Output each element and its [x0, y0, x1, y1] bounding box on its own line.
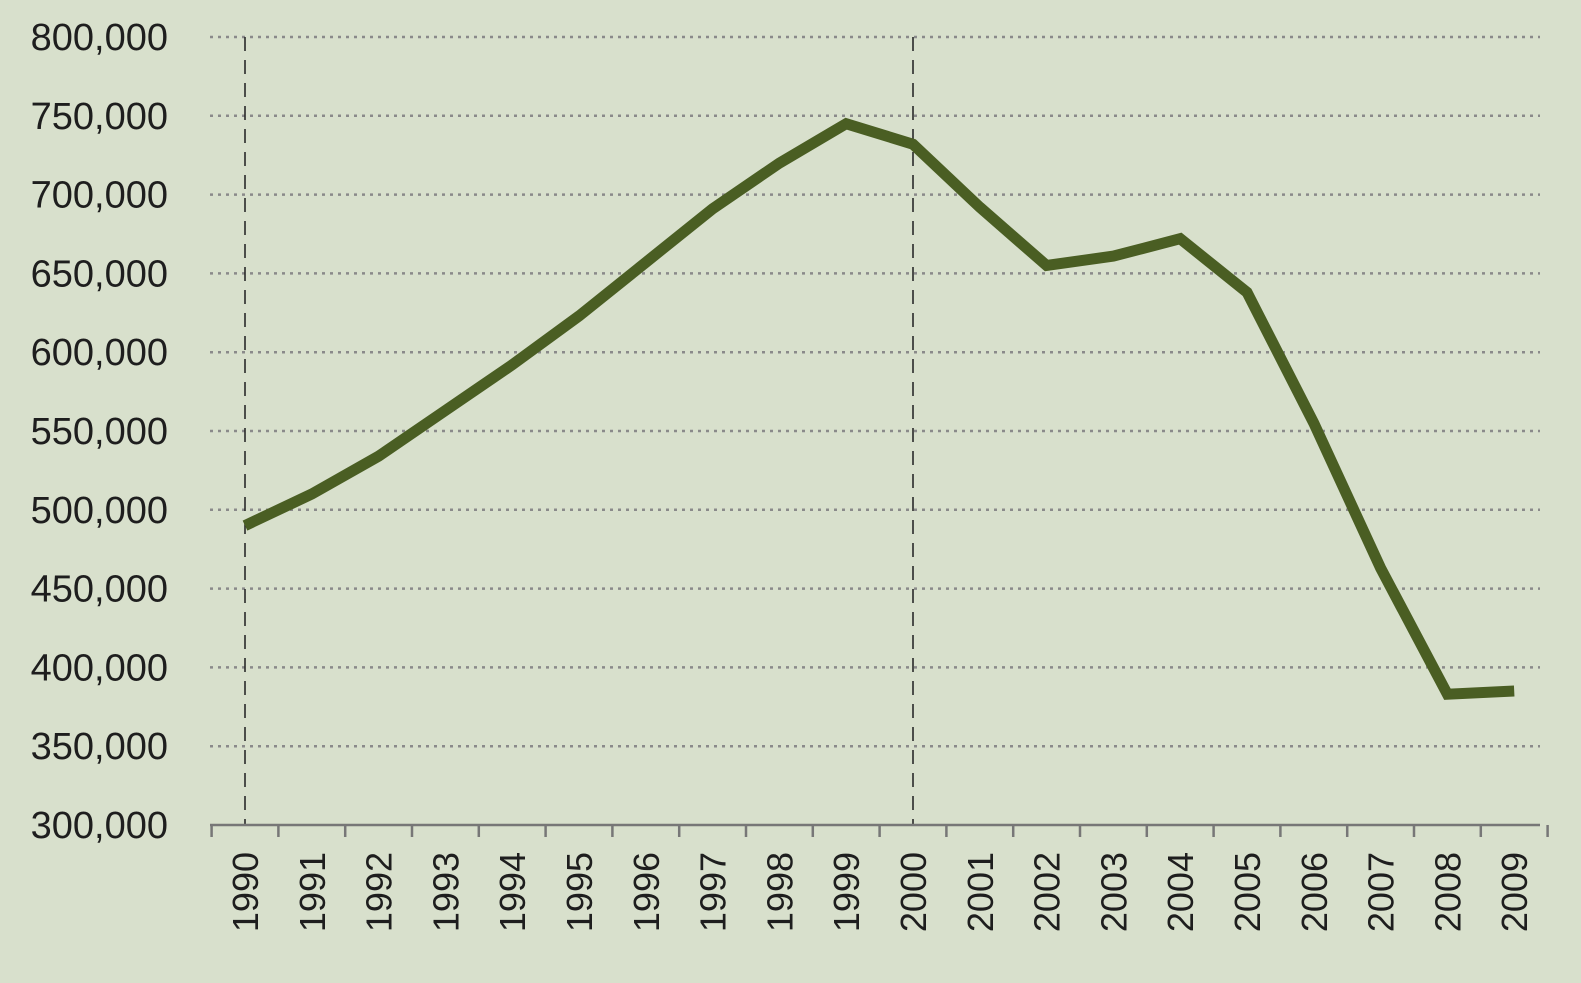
- y-tick-label-6: 600,000: [31, 332, 168, 374]
- x-tick-label-2001: 2001: [960, 852, 1001, 932]
- reference-lines: [244, 37, 914, 825]
- x-tick-label-1993: 1993: [425, 852, 466, 932]
- y-tick-label-10: 800,000: [31, 17, 168, 59]
- x-tick-label-2000: 2000: [893, 852, 934, 932]
- x-tick-label-2002: 2002: [1027, 852, 1068, 932]
- x-axis-tick-labels: 1990 1991 1992 1993 1994 1995 1996 1997 1998 1999…: [225, 852, 1535, 932]
- series-line-0: [242, 117, 1515, 700]
- x-tick-label-1996: 1996: [626, 852, 667, 932]
- x-tick-label-1997: 1997: [693, 852, 734, 932]
- x-tick-label-1995: 1995: [559, 852, 600, 932]
- x-tick-label-1999: 1999: [826, 852, 867, 932]
- gridlines: [210, 35, 1540, 748]
- x-tick-label-2003: 2003: [1093, 852, 1134, 932]
- x-tick-label-2008: 2008: [1427, 852, 1468, 932]
- x-tick-label-1998: 1998: [759, 852, 800, 932]
- x-tick-label-1992: 1992: [359, 852, 400, 932]
- y-tick-label-3: 450,000: [31, 569, 168, 611]
- x-axis: [210, 823, 1549, 837]
- x-tick-label-2005: 2005: [1227, 852, 1268, 932]
- x-tick-label-2006: 2006: [1294, 852, 1335, 932]
- y-tick-label-1: 350,000: [31, 726, 168, 768]
- y-tick-label-0: 300,000: [31, 805, 168, 847]
- y-tick-label-4: 500,000: [31, 490, 168, 532]
- series: [242, 117, 1515, 700]
- x-tick-label-2009: 2009: [1494, 852, 1535, 932]
- x-tick-label-2004: 2004: [1160, 852, 1201, 932]
- x-tick-label-1990: 1990: [225, 852, 266, 932]
- y-tick-label-9: 750,000: [31, 96, 168, 138]
- y-tick-label-7: 650,000: [31, 253, 168, 295]
- y-tick-label-2: 400,000: [31, 647, 168, 689]
- y-tick-label-8: 700,000: [31, 175, 168, 217]
- x-tick-label-2007: 2007: [1361, 852, 1402, 932]
- y-axis-tick-labels: 300,000 350,000 400,000 450,000 500,000 550,0…: [31, 17, 168, 847]
- y-tick-label-5: 550,000: [31, 411, 168, 453]
- x-tick-label-1991: 1991: [292, 852, 333, 932]
- x-tick-label-1994: 1994: [492, 852, 533, 932]
